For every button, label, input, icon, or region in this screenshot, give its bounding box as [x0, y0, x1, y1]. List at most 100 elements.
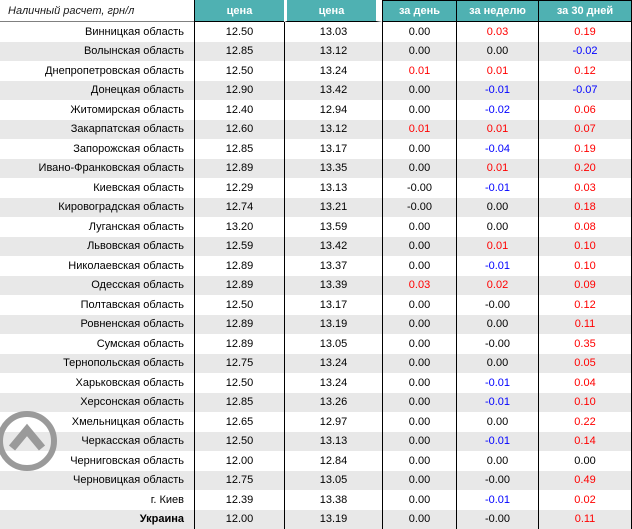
price-2-cell: 13.12 — [284, 119, 382, 139]
price-1-cell: 12.75 — [194, 353, 284, 373]
change-day-cell: 0.00 — [382, 217, 456, 237]
price-2-cell: 13.19 — [284, 509, 382, 529]
price-1-cell: 12.89 — [194, 314, 284, 334]
change-30days-cell: 0.00 — [538, 451, 632, 471]
change-day-cell: -0.00 — [382, 197, 456, 217]
change-30days-cell: 0.10 — [538, 392, 632, 412]
price-1-cell: 13.20 — [194, 217, 284, 237]
price-1-cell: 12.75 — [194, 470, 284, 490]
change-week-cell: 0.00 — [456, 412, 538, 432]
change-30days-cell: 0.08 — [538, 217, 632, 237]
price-2-cell: 13.13 — [284, 431, 382, 451]
price-1-cell: 12.50 — [194, 431, 284, 451]
region-name-cell: Херсонская область — [0, 392, 194, 412]
price-1-cell: 12.59 — [194, 236, 284, 256]
region-name-cell: Ивано-Франковская область — [0, 158, 194, 178]
price-2-cell: 13.38 — [284, 490, 382, 510]
region-name-cell: Одесская область — [0, 275, 194, 295]
price-1-cell: 12.00 — [194, 509, 284, 529]
region-name-cell: Волынская область — [0, 41, 194, 61]
change-week-cell: -0.01 — [456, 490, 538, 510]
change-week-cell: 0.00 — [456, 314, 538, 334]
change-day-cell: 0.00 — [382, 431, 456, 451]
price-2-cell: 13.42 — [284, 80, 382, 100]
change-week-cell: -0.00 — [456, 509, 538, 529]
price-1-cell: 12.50 — [194, 22, 284, 42]
change-30days-cell: 0.04 — [538, 373, 632, 393]
price-1-cell: 12.90 — [194, 80, 284, 100]
price-2-cell: 13.19 — [284, 314, 382, 334]
region-name-cell: Киевская область — [93, 181, 184, 194]
col-header-change-day: за день — [382, 0, 456, 22]
change-week-cell: 0.03 — [456, 22, 538, 42]
change-day-cell: 0.00 — [382, 41, 456, 61]
change-week-cell: -0.01 — [456, 431, 538, 451]
change-30days-cell: 0.35 — [538, 334, 632, 354]
change-day-cell: -0.00 — [382, 178, 456, 198]
change-day-cell: 0.00 — [382, 139, 456, 159]
change-day-cell: 0.00 — [382, 100, 456, 120]
price-1-cell: 12.50 — [194, 373, 284, 393]
price-2-cell: 13.17 — [284, 295, 382, 315]
price-1-cell: 12.39 — [194, 490, 284, 510]
change-week-cell: 0.01 — [456, 61, 538, 81]
price-1-cell: 12.40 — [194, 100, 284, 120]
region-name-cell: Черниговская область — [70, 454, 184, 467]
change-30days-cell: 0.02 — [538, 490, 632, 510]
change-day-cell: 0.00 — [382, 256, 456, 276]
price-2-cell: 13.05 — [284, 334, 382, 354]
change-week-cell: -0.01 — [456, 373, 538, 393]
region-name-cell: Тернопольская область — [0, 353, 194, 373]
region-name-cell: Запорожская область — [73, 142, 184, 155]
change-30days-cell: 0.11 — [538, 314, 632, 334]
price-1-cell: 12.89 — [194, 334, 284, 354]
price-2-cell: 13.24 — [284, 353, 382, 373]
change-30days-cell: 0.19 — [538, 139, 632, 159]
price-2-cell: 13.59 — [284, 217, 382, 237]
change-day-cell: 0.00 — [382, 80, 456, 100]
change-30days-cell: 0.06 — [538, 100, 632, 120]
change-30days-cell: 0.19 — [538, 22, 632, 42]
price-1-cell: 12.60 — [194, 119, 284, 139]
price-2-cell: 13.12 — [284, 41, 382, 61]
price-2-cell: 13.17 — [284, 139, 382, 159]
price-1-cell: 12.85 — [194, 41, 284, 61]
change-30days-cell: -0.07 — [538, 80, 632, 100]
price-2-cell: 13.26 — [284, 392, 382, 412]
change-30days-cell: 0.03 — [538, 178, 632, 198]
change-30days-cell: 0.11 — [538, 509, 632, 529]
price-2-cell: 13.24 — [284, 373, 382, 393]
price-2-cell: 12.97 — [284, 412, 382, 432]
change-30days-cell: 0.14 — [538, 431, 632, 451]
change-day-cell: 0.00 — [382, 158, 456, 178]
region-name-cell: Винницкая область — [85, 25, 184, 38]
chevron-up-circle-icon — [0, 411, 57, 471]
col-header-change-week: за неделю — [456, 0, 538, 22]
region-name-cell: Полтавская область — [80, 298, 184, 311]
change-day-cell: 0.00 — [382, 392, 456, 412]
change-30days-cell: 0.22 — [538, 412, 632, 432]
region-name-cell: Николаевская область — [68, 259, 184, 272]
change-30days-cell: 0.10 — [538, 236, 632, 256]
price-2-cell: 13.21 — [284, 197, 382, 217]
scroll-to-top-button[interactable] — [0, 409, 59, 472]
col-header-price-1: цена — [194, 0, 284, 22]
change-day-cell: 0.03 — [382, 275, 456, 295]
change-30days-cell: 0.18 — [538, 197, 632, 217]
change-week-cell: 0.01 — [456, 119, 538, 139]
change-week-cell: -0.01 — [456, 178, 538, 198]
table-caption: Наличный расчет, грн/л — [0, 0, 194, 22]
change-day-cell: 0.00 — [382, 334, 456, 354]
change-day-cell: 0.00 — [382, 295, 456, 315]
change-week-cell: 0.02 — [456, 275, 538, 295]
region-name-cell: Луганская область — [88, 220, 184, 233]
change-week-cell: 0.01 — [456, 158, 538, 178]
price-1-cell: 12.65 — [194, 412, 284, 432]
change-day-cell: 0.01 — [382, 61, 456, 81]
change-week-cell: -0.02 — [456, 100, 538, 120]
price-1-cell: 12.89 — [194, 275, 284, 295]
price-1-cell: 12.85 — [194, 392, 284, 412]
region-name-cell: Донецкая область — [0, 80, 194, 100]
col-header-price-2: цена — [284, 0, 382, 22]
